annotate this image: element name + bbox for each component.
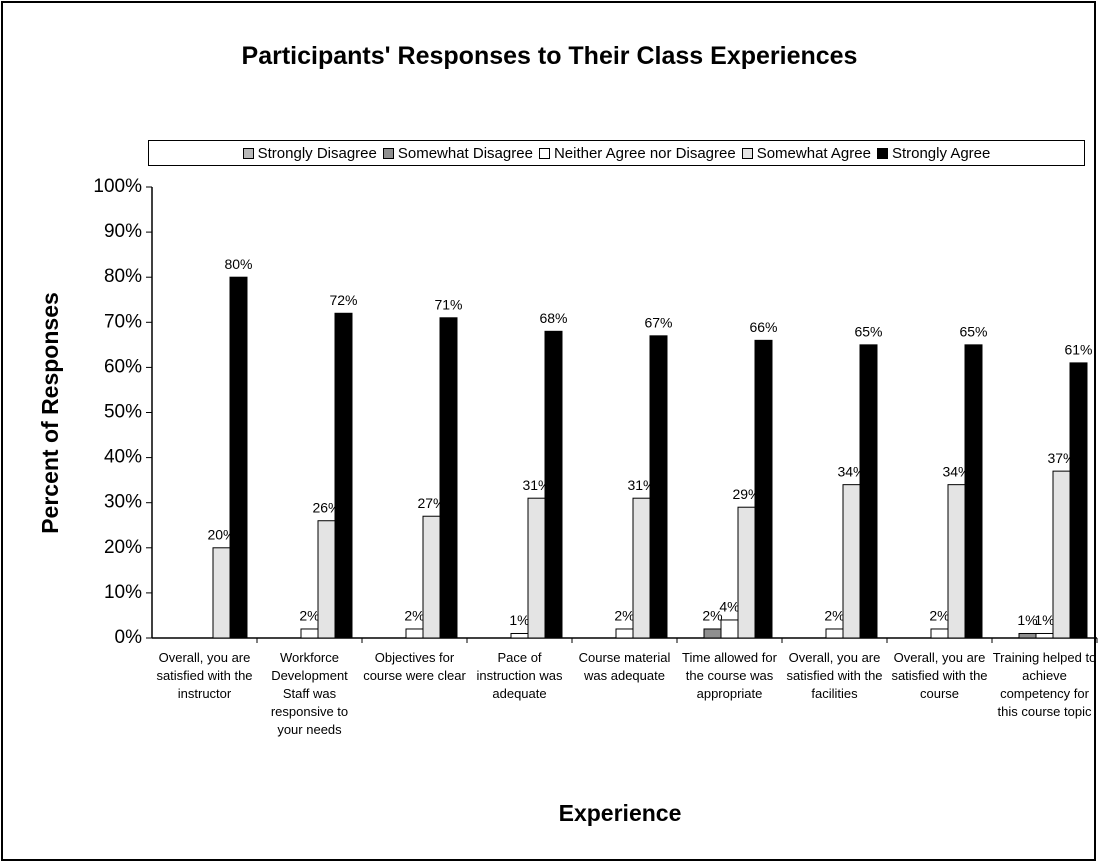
data-label: 66% [749,319,777,335]
bar [964,344,983,639]
x-tick-label: Workforce Development Staff was responsi… [270,650,349,737]
bar [1052,470,1071,639]
data-label: 67% [644,315,672,331]
x-tick-label: Overall, you are satisfied with the cour… [891,650,988,701]
bar [754,339,773,639]
data-label: 4% [719,599,739,615]
data-label: 65% [854,324,882,340]
y-tick-label: 80% [104,266,142,287]
data-label: 68% [539,310,567,326]
x-tick-label: Overall, you are satisfied with the inst… [156,650,253,701]
legend-label: Strongly Disagree [257,144,377,162]
legend-item: Strongly Disagree [242,144,377,162]
bar [439,317,458,639]
bar [229,276,248,639]
bar [1069,362,1088,639]
bar [405,628,424,639]
x-tick-label: Overall, you are satisfied with the faci… [786,650,883,701]
legend-swatch [382,147,394,159]
data-label: 2% [614,608,634,624]
y-tick-label: 30% [104,492,142,513]
bar [317,520,336,639]
data-label: 27% [417,495,445,511]
y-tick-label: 60% [104,356,142,377]
bar [422,515,441,639]
bar [527,497,546,639]
data-label: 71% [434,296,462,312]
legend-swatch [538,147,550,159]
bar [632,497,651,639]
bar [649,335,668,639]
data-label: 29% [732,486,760,502]
bar [1035,632,1054,639]
data-label: 20% [207,527,235,543]
bar [300,628,319,639]
bar [947,484,966,639]
x-tick-label: Time allowed for the course was appropri… [682,650,777,701]
data-label: 72% [329,292,357,308]
x-axis-title: Experience [558,800,682,826]
x-tick-label: Training helped to achieve competency fo… [992,650,1097,719]
data-label: 65% [959,324,987,340]
y-axis-title: Percent of Responses [37,292,63,534]
bar [544,330,563,639]
bar [930,628,949,639]
chart-title: Participants' Responses to Their Class E… [241,42,858,70]
data-label: 37% [1047,450,1075,466]
legend-item: Strongly Agree [876,144,991,162]
bar [334,312,353,639]
legend-swatch [242,147,254,159]
y-tick-label: 50% [104,402,142,423]
legend: Strongly Disagree Somewhat Disagree Neithe… [148,140,1085,166]
bar [212,547,231,639]
legend-label: Strongly Agree [891,144,991,162]
y-tick-label: 20% [104,537,142,558]
y-tick-label: 70% [104,311,142,332]
legend-label: Somewhat Disagree [397,144,533,162]
data-label: 31% [627,477,655,493]
data-label: 61% [1064,342,1092,358]
data-label: 31% [522,477,550,493]
x-tick-label: Pace of instruction was adequate [476,650,563,701]
x-tick-label: Objectives for course were clear [363,650,466,683]
data-label: 2% [404,608,424,624]
bar [703,628,722,639]
data-label: 2% [929,608,949,624]
data-label: 1% [1017,612,1037,628]
y-tick-label: 10% [104,582,142,603]
legend-item: Somewhat Disagree [382,144,533,162]
x-tick-label: Course material was adequate [578,650,671,683]
data-label: 80% [224,256,252,272]
data-label: 2% [702,608,722,624]
legend-label: Somewhat Agree [756,144,871,162]
bar [825,628,844,639]
data-label: 2% [824,608,844,624]
data-label: 34% [942,463,970,479]
y-tick-label: 100% [93,176,142,197]
bar [510,632,529,639]
y-tick-label: 40% [104,447,142,468]
legend-item: Somewhat Agree [741,144,871,162]
bar [615,628,634,639]
legend-swatch [741,147,753,159]
data-label: 2% [299,608,319,624]
legend-item: Neither Agree nor Disagree [538,144,736,162]
y-tick-label: 90% [104,221,142,242]
legend-label: Neither Agree nor Disagree [553,144,736,162]
data-label: 34% [837,463,865,479]
data-label: 1% [1034,612,1054,628]
data-label: 1% [509,612,529,628]
bar [737,506,756,639]
data-label: 26% [312,499,340,515]
bar [720,619,739,639]
legend-swatch [876,147,888,159]
y-tick-label: 0% [115,627,143,648]
bar [859,344,878,639]
bar [842,484,861,639]
bar [1018,632,1037,639]
